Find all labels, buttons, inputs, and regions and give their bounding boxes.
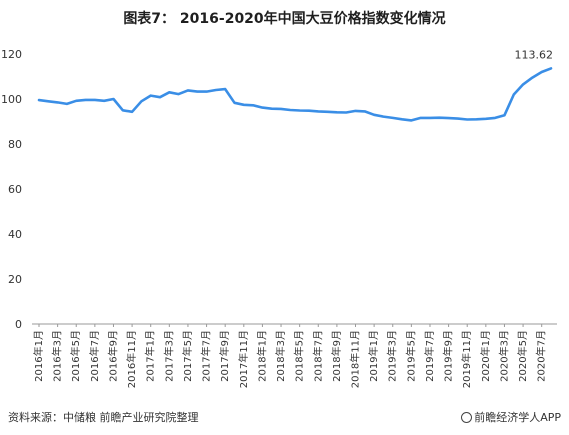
series-line <box>37 67 553 122</box>
brand-logo-icon <box>461 412 473 423</box>
series-layer <box>37 67 553 122</box>
brand-name: 前瞻经济学人APP <box>474 411 561 424</box>
x-tick-label: 2018年3月 <box>274 330 287 382</box>
y-tick-label: 20 <box>8 273 22 286</box>
x-tick-label: 2020年1月 <box>479 330 492 382</box>
x-tick-label: 2019年5月 <box>404 330 417 382</box>
chart-title: 图表7： 2016-2020年中国大豆价格指数变化情况 <box>123 11 446 27</box>
y-tick-label: 100 <box>1 93 22 106</box>
x-tick-label: 2019年1月 <box>367 330 380 382</box>
x-tick-label: 2019年9月 <box>442 330 455 382</box>
y-tick-label: 0 <box>15 318 22 331</box>
y-tick-label: 120 <box>1 48 22 61</box>
x-tick-label: 2019年7月 <box>423 330 436 382</box>
x-tick-label: 2018年9月 <box>330 330 343 382</box>
x-tick-label: 2016年11月 <box>125 330 138 388</box>
footer: 资料来源：中储粮 前瞻产业研究院整理 前瞻经济学人APP <box>8 409 561 427</box>
x-tick-label: 2017年9月 <box>218 330 231 382</box>
x-tick-label: 2016年1月 <box>32 330 45 382</box>
x-tick-label: 2016年5月 <box>69 330 82 382</box>
x-tick-label: 2019年3月 <box>386 330 399 382</box>
x-tick-label: 2017年5月 <box>181 330 194 382</box>
x-tick-label: 2017年11月 <box>237 330 250 388</box>
x-tick-label: 2018年5月 <box>293 330 306 382</box>
data-label: 113.62 <box>515 48 554 61</box>
x-tick-label: 2020年7月 <box>535 330 548 382</box>
x-tick-label: 2016年3月 <box>51 330 64 382</box>
x-tick-label: 2018年1月 <box>255 330 268 382</box>
y-tick-label: 60 <box>8 183 22 196</box>
y-tick-label: 40 <box>8 228 22 241</box>
x-tick-label: 2018年7月 <box>311 330 324 382</box>
source-note: 资料来源：中储粮 前瞻产业研究院整理 <box>8 411 199 424</box>
x-tick-labels: 2016年1月 2016年3月 2016年5月 2016年7月 2016年9月 2016年… <box>32 324 548 388</box>
brand-credit: 前瞻经济学人APP <box>461 409 561 425</box>
x-tick-label: 2017年1月 <box>144 330 157 382</box>
annotation-layer: 113.62 <box>515 48 554 61</box>
x-tick-label: 2016年7月 <box>88 330 101 382</box>
x-tick-label: 2017年7月 <box>200 330 213 382</box>
x-tick-label: 2016年9月 <box>106 330 119 382</box>
y-tick-label: 80 <box>8 138 22 151</box>
x-tick-label: 2017年3月 <box>162 330 175 382</box>
x-tick-label: 2020年5月 <box>516 330 529 382</box>
x-tick-label: 2018年11月 <box>349 330 362 388</box>
y-tick-labels: 0 20 40 60 80 100 120 <box>1 48 22 331</box>
x-tick-label: 2020年3月 <box>497 330 510 382</box>
x-tick-label: 2019年11月 <box>460 330 473 388</box>
